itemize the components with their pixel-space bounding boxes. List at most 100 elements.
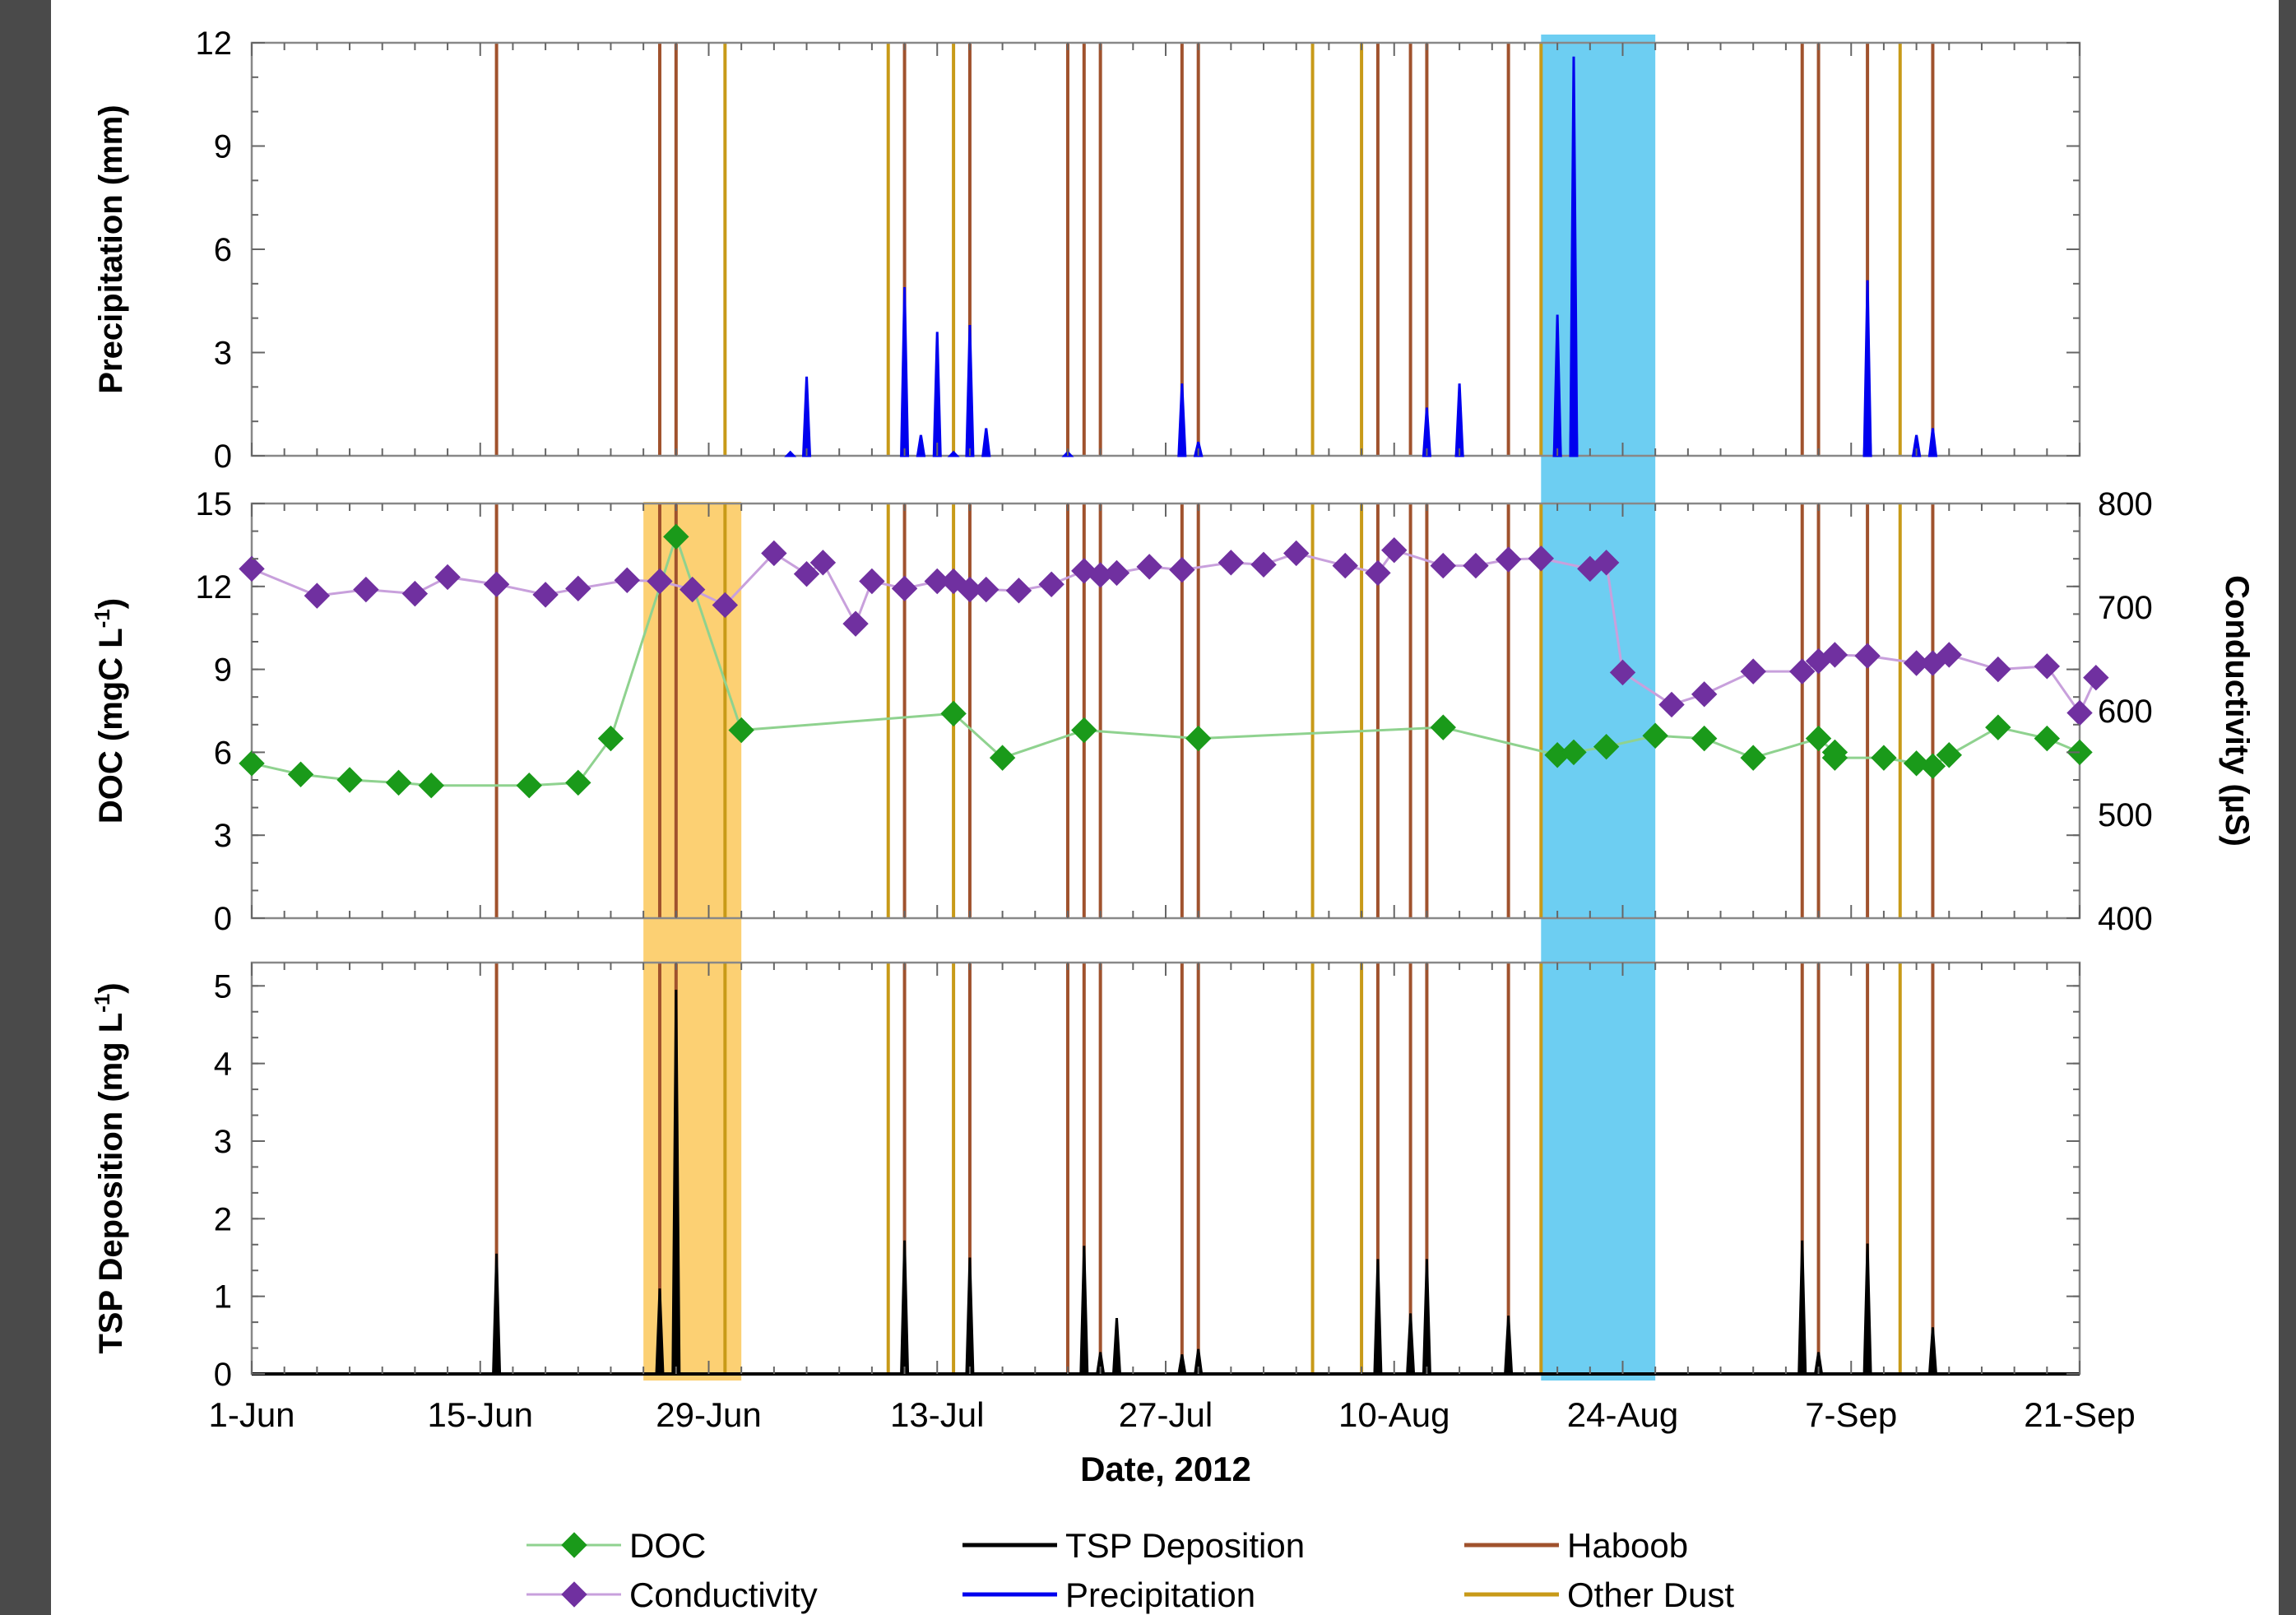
conductivity-point-54 (2066, 699, 2093, 726)
spike-precipitation-3 (916, 434, 926, 457)
legend-marker-0 (561, 1532, 587, 1558)
conductivity-point-48 (1854, 643, 1881, 669)
y-tick-label-p2: 2 (214, 1201, 232, 1237)
x-tick-label: 10-Aug (1338, 1395, 1449, 1434)
conductivity-point-10 (679, 576, 706, 603)
y-tick-label-p0: 0 (214, 439, 232, 475)
spike-tsp-deposition-0 (492, 1253, 502, 1376)
axis-ticks (251, 42, 2080, 1375)
y-tick-label-p1: 3 (214, 818, 232, 854)
spike-precipitation-2 (900, 286, 910, 457)
y-tick-label-p2: 5 (214, 968, 232, 1005)
conductivity-point-27 (1136, 554, 1162, 580)
doc-point-27 (1936, 742, 1962, 768)
conductivity-point-42 (1658, 691, 1685, 718)
conductivity-point-40 (1593, 550, 1620, 576)
spike-precipitation-9 (1177, 383, 1187, 457)
conductivity-point-12 (761, 540, 787, 567)
conductivity-point-13 (793, 560, 820, 587)
doc-point-10 (940, 700, 967, 727)
conductivity-point-7 (565, 575, 591, 602)
conductivity-point-43 (1691, 681, 1718, 708)
spike-tsp-deposition-5 (1079, 1246, 1089, 1376)
right-frame-bar (2279, 0, 2296, 1615)
x-tick-label: 13-Jul (890, 1395, 984, 1434)
y-tick-label-p2: 3 (214, 1124, 232, 1160)
doc-point-9 (728, 717, 754, 744)
conductivity-point-26 (1103, 559, 1130, 587)
doc-point-16 (1561, 739, 1587, 766)
spike-tsp-deposition-10 (1373, 1259, 1383, 1376)
doc-point-11 (989, 745, 1016, 771)
spike-precipitation-5 (947, 450, 960, 457)
conductivity-point-47 (1821, 642, 1848, 668)
conductivity-point-33 (1365, 559, 1391, 587)
legend-label-3: Conductivity (629, 1576, 818, 1614)
conductivity-point-51 (1936, 642, 1962, 668)
doc-point-20 (1740, 745, 1766, 771)
conductivity-point-55 (2083, 664, 2109, 691)
conductivity-point-8 (614, 567, 641, 593)
y-tick-label-p0: 6 (214, 232, 232, 268)
conductivity-point-34 (1381, 536, 1408, 564)
doc-line (251, 532, 2080, 787)
doc-point-23 (1821, 745, 1848, 771)
spike-tsp-deposition-16 (1862, 1243, 1872, 1376)
spike-precipitation-13 (1454, 383, 1464, 457)
conductivity-point-6 (532, 582, 559, 608)
doc-point-24 (1871, 745, 1897, 771)
conductivity-point-45 (1789, 658, 1816, 685)
y-tick-label-p1: 6 (214, 735, 232, 771)
y-axis-label-p2: TSP Deposition (mg L-1) (90, 982, 129, 1353)
x-tick-label: 7-Sep (1805, 1395, 1897, 1434)
spike-precipitation-17 (1569, 256, 1579, 457)
y-tick-label-p1: 15 (196, 486, 233, 522)
doc-point-28 (1985, 714, 2011, 740)
doc-point-3 (385, 769, 412, 796)
y-tick-label-p1: 9 (214, 652, 232, 689)
spike-tsp-deposition-17 (1927, 1327, 1938, 1376)
conductivity-point-0 (239, 555, 265, 582)
conductivity-point-9 (647, 568, 673, 595)
panel-frame-0 (250, 41, 2081, 457)
conductivity-point-52 (1985, 656, 2011, 683)
conductivity-point-41 (1609, 659, 1636, 686)
shaded-range-1 (1541, 35, 1656, 1381)
x-tick-label: 29-Jun (656, 1395, 761, 1434)
doc-point-14 (1430, 714, 1456, 740)
y2-tick-label: 600 (2098, 694, 2153, 730)
y-tick-label-p2: 0 (214, 1357, 232, 1393)
doc-point-5 (516, 773, 542, 799)
spike-precipitation-19 (1862, 366, 1872, 457)
doc-point-18 (1642, 722, 1668, 749)
conductivity-point-22 (1005, 578, 1032, 604)
shaded-regions (643, 35, 1656, 1381)
doc-point-4 (418, 773, 444, 799)
y-tick-label-p1: 0 (214, 901, 232, 937)
spike-precipitation-4 (932, 332, 942, 457)
y-axis-label-p1: DOC (mgC L-1) (90, 598, 129, 824)
panel-frame-1 (250, 502, 2081, 920)
doc-point-8 (663, 523, 689, 550)
x-tick-label: 24-Aug (1567, 1395, 1678, 1434)
doc-point-6 (565, 769, 591, 796)
conductivity-point-23 (1038, 571, 1065, 597)
conductivity-point-38 (1528, 545, 1555, 572)
conductivity-point-30 (1250, 551, 1277, 578)
conductivity-point-36 (1463, 552, 1489, 579)
doc-point-29 (2034, 725, 2061, 752)
legend-label-4: Precipitation (1065, 1576, 1255, 1614)
spike-tsp-deposition-14 (1797, 1240, 1807, 1376)
doc-point-17 (1593, 733, 1620, 760)
spike-tsp-deposition-4 (965, 1257, 975, 1376)
doc-point-21 (1805, 725, 1832, 752)
y-tick-label-p0: 12 (196, 26, 233, 62)
y-tick-label-p0: 3 (214, 336, 232, 372)
conductivity-point-1 (304, 582, 331, 609)
legend: DOC TSP Deposition Haboob Conductivity Preci… (526, 1526, 1734, 1614)
spike-precipitation-7 (981, 428, 991, 457)
spike-precipitation-0 (784, 450, 797, 457)
doc-point-25 (1903, 750, 1930, 777)
conductivity-point-37 (1495, 546, 1522, 573)
